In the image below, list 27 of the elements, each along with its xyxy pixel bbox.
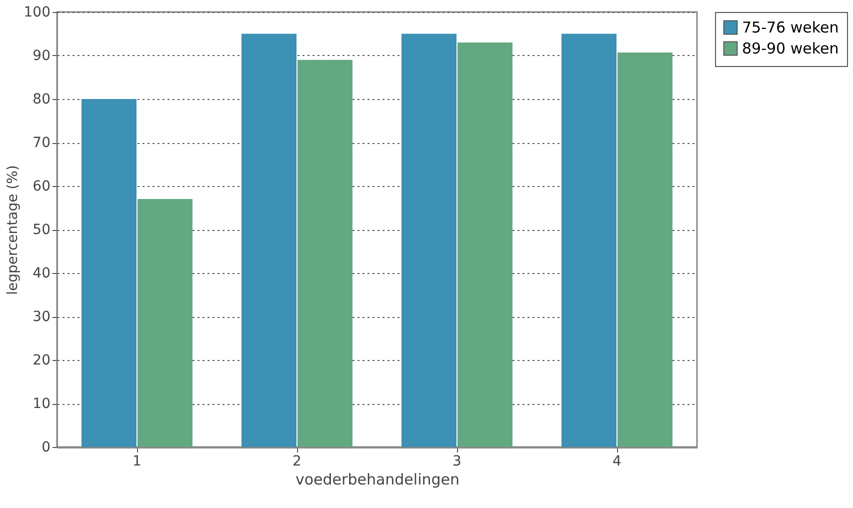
y-tick-label: 70 [32,135,50,151]
y-tick-label: 90 [32,48,50,64]
bar [458,42,512,447]
bar [402,34,456,447]
bar [138,199,192,447]
x-tick-label: 1 [132,454,142,470]
x-tick-label: 4 [612,454,622,470]
y-tick-label: 100 [24,4,50,20]
x-axis-title: voederbehandelingen [295,470,460,488]
y-axis-title: legpercentage (%) [4,165,21,295]
x-tick-label: 3 [452,454,462,470]
legend-label: 75-76 weken [742,18,839,36]
y-tick-label: 20 [32,352,50,368]
bar [562,34,616,447]
y-tick-label: 10 [32,396,50,412]
y-tick-label: 60 [32,178,50,194]
y-tick-label: 50 [32,222,50,238]
bar [82,99,136,447]
bar [298,60,352,447]
y-tick-label: 30 [32,309,50,325]
legend-label: 89-90 weken [742,40,839,58]
x-tick-label: 2 [292,454,302,470]
bar [618,52,672,447]
bar [242,34,296,447]
y-tick-label: 40 [32,266,50,282]
y-tick-label: 0 [42,440,50,456]
y-tick-label: 80 [32,92,50,108]
